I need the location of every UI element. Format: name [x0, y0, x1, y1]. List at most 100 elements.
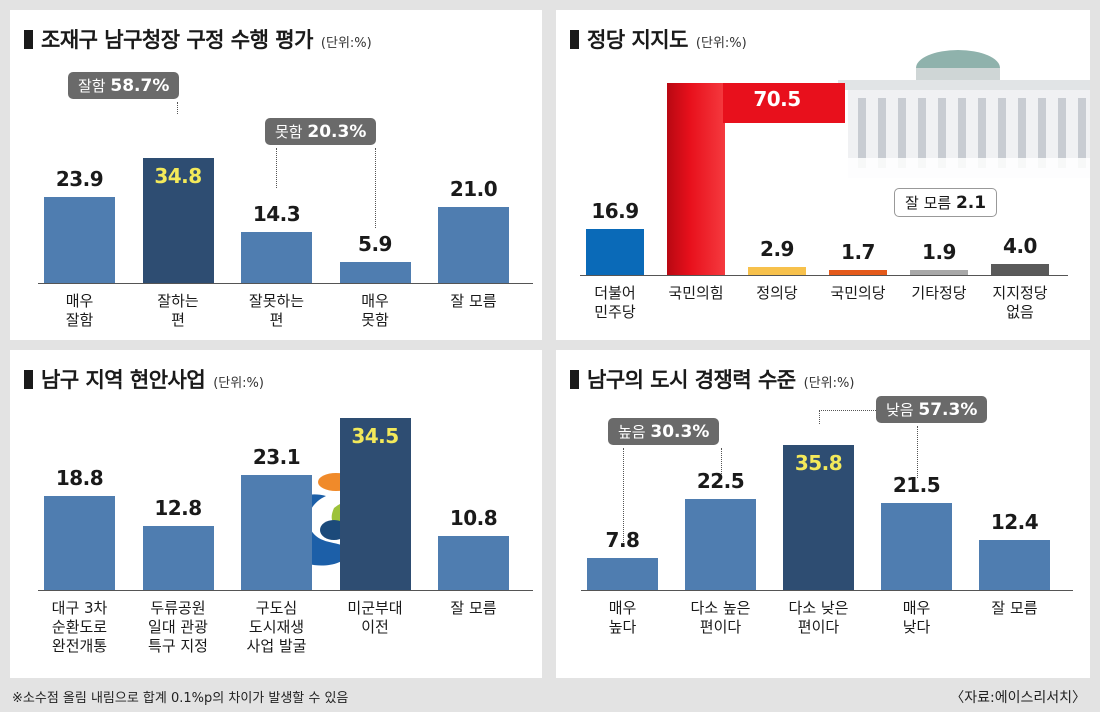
value-label-4: 21.0 [449, 177, 498, 202]
panel-title: 남구 지역 현안사업 (단위:%) [24, 364, 264, 394]
note-label: 잘 모름 [905, 194, 952, 212]
value-label-0: 18.8 [55, 466, 104, 490]
panel-title: 정당 지지도 (단위:%) [570, 24, 747, 54]
bar-1 [685, 498, 756, 590]
bar-2 [241, 474, 312, 590]
national-assembly-illustration [818, 38, 1090, 178]
chart-title: 조재구 남구청장 구정 수행 평가 [41, 28, 313, 52]
value-label-0: 23.9 [55, 166, 104, 191]
panel-title: 남구의 도시 경쟁력 수준 (단위:%) [570, 364, 854, 394]
callout-connector [819, 410, 820, 424]
category-label-4: 기타정당 [911, 284, 967, 302]
value-label-4: 10.8 [449, 506, 498, 530]
chart-unit: (단위:%) [320, 36, 372, 51]
bar-5 [991, 264, 1049, 275]
category-label-0: 대구 3차 순환도로 완전개통 [51, 599, 108, 655]
chart-baseline [580, 275, 1068, 276]
value-label-1: 12.8 [154, 496, 202, 520]
assembly-building-icon [818, 50, 1090, 178]
category-label-2: 정의당 [756, 284, 798, 302]
category-label-1: 잘하는 편 [157, 292, 199, 329]
bar-1 [142, 526, 214, 590]
callout-connector [819, 410, 876, 411]
category-label-2: 구도심 도시재생 사업 발굴 [246, 599, 307, 655]
panel-title: 조재구 남구청장 구정 수행 평가 (단위:%) [24, 24, 372, 54]
value-label-1: 34.8 [154, 163, 202, 188]
value-label-3: 34.5 [351, 423, 399, 448]
bar-4 [438, 207, 509, 283]
callout-connector [177, 102, 178, 114]
category-label-2: 다소 낮은 편이다 [788, 599, 849, 636]
bar-4 [910, 269, 968, 275]
value-label-3: 5.9 [358, 231, 392, 256]
chart-unit: (단위:%) [695, 36, 747, 51]
value-label-4: 12.4 [990, 509, 1039, 534]
bar-0 [587, 558, 658, 590]
chart-title: 남구의 도시 경쟁력 수준 [587, 368, 796, 392]
group-value: 57.3% [918, 400, 978, 420]
category-label-4: 잘 모름 [450, 292, 497, 310]
bar-2 [748, 267, 806, 275]
title-marker [24, 29, 33, 49]
bar-1 [667, 82, 725, 275]
panel-district-evaluation: 조재구 남구청장 구정 수행 평가 (단위:%) 잘함 58.7% 못함 20.… [10, 10, 542, 340]
chart-baseline [581, 590, 1073, 591]
value-label-2: 35.8 [794, 451, 843, 475]
group-label: 낮음 [886, 401, 914, 419]
group-label: 못함 [275, 123, 303, 141]
bar-2 [783, 445, 854, 590]
value-label-0: 16.9 [591, 198, 639, 223]
callout-connector [721, 448, 722, 474]
category-label-1: 국민의힘 [668, 284, 724, 302]
group-value: 58.7% [110, 76, 170, 96]
callout-connector [917, 426, 918, 478]
category-label-0: 매우 잘함 [65, 292, 94, 329]
bar-0 [586, 228, 644, 275]
footnote: ※소수점 올림 내림으로 합계 0.1%p의 차이가 발생할 수 있음 [12, 691, 349, 706]
chart-baseline [38, 283, 533, 284]
chart-unit: (단위:%) [213, 376, 264, 391]
panel-local-projects: 남구 지역 현안사업 (단위:%) 18.8 대구 3차 순환도로 완전개통 12.… [10, 350, 542, 678]
group-callout-bad: 못함 20.3% [265, 118, 377, 145]
value-label-2: 2.9 [760, 237, 794, 262]
source: 〈자료:에이스리서치〉 [950, 690, 1086, 706]
category-label-3: 매우 낮다 [902, 599, 931, 636]
category-label-3: 국민의당 [830, 284, 886, 302]
group-callout-high: 높음 30.3% [608, 418, 720, 445]
panel-competitiveness: 남구의 도시 경쟁력 수준 (단위:%) 높음 30.3% 낮음 57.3% 7… [556, 350, 1090, 678]
group-label: 높음 [618, 423, 646, 441]
category-label-2: 잘못하는 편 [248, 292, 305, 329]
unknown-note: 잘 모름 2.1 [894, 188, 998, 217]
category-label-1: 두류공원 일대 관광 특구 지정 [148, 599, 208, 655]
category-label-3: 미군부대 이전 [347, 599, 403, 636]
value-label-1: 22.5 [696, 468, 745, 493]
value-label-5: 4.0 [1003, 234, 1037, 259]
category-label-0: 더불어 민주당 [594, 284, 636, 321]
bar-label-band [723, 82, 845, 123]
group-value: 20.3% [307, 122, 367, 142]
bar-0 [44, 496, 115, 590]
bar-2 [241, 231, 312, 283]
value-label-0: 7.8 [605, 528, 640, 553]
panel-party-support: 정당 지지도 (단위:%) 잘 모름 2.1 16.9 더불어 민주당 70.5 국민… [556, 10, 1090, 340]
category-label-5: 지지정당 없음 [992, 284, 1048, 321]
callout-connector [276, 148, 277, 188]
value-label-4: 1.9 [922, 239, 956, 264]
bar-0 [44, 196, 115, 283]
category-label-4: 잘 모름 [991, 599, 1038, 617]
bar-3 [339, 417, 411, 590]
bar-4 [438, 536, 509, 590]
bar-3 [339, 261, 411, 283]
callout-connector [375, 148, 376, 228]
chart-baseline [38, 590, 533, 591]
bar-3 [829, 270, 887, 275]
callout-connector [623, 448, 624, 544]
title-marker [24, 369, 33, 389]
category-label-4: 잘 모름 [450, 599, 497, 617]
chart-unit: (단위:%) [803, 376, 855, 391]
group-value: 30.3% [650, 422, 710, 442]
group-label: 잘함 [78, 77, 106, 95]
group-callout-low: 낮음 57.3% [876, 396, 988, 423]
value-label-2: 14.3 [252, 201, 301, 226]
group-callout-good: 잘함 58.7% [68, 72, 180, 99]
